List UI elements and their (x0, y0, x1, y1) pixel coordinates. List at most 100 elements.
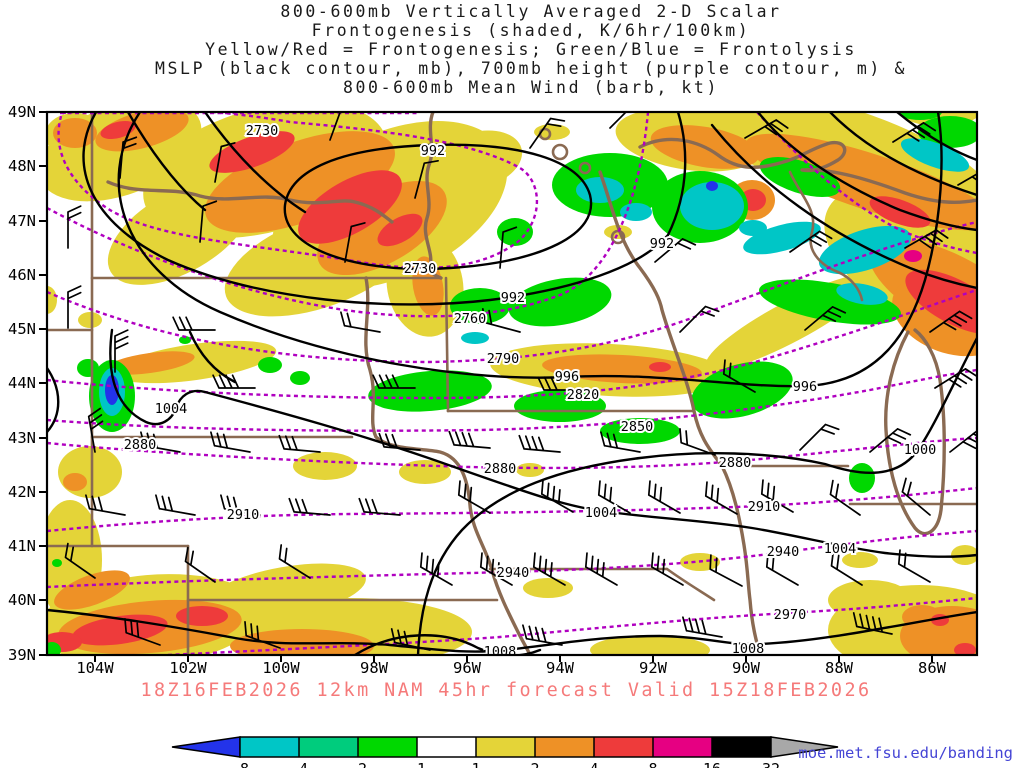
height-contour-layer (47, 112, 977, 655)
wind-barb (957, 173, 977, 186)
title-line-5: 800-600mb Mean Wind (barb, kt) (343, 78, 719, 97)
state-border (444, 276, 450, 413)
contour-label: 2880 (124, 437, 157, 453)
colorbar-segment (299, 737, 358, 757)
map-frame: 49N 48N 47N 46N 45N 44N 43N 42N 41N 40N 39N 104W 102… (8, 103, 979, 677)
wind-barb (789, 230, 833, 253)
wind-barb (584, 552, 618, 586)
lon-label: 92W (639, 659, 668, 677)
frontogenesis-shading-layer (47, 112, 977, 655)
lat-label: 44N (8, 374, 36, 392)
wind-barb (87, 407, 104, 453)
colorbar-segment (712, 737, 771, 757)
lat-label: 47N (8, 212, 36, 230)
wind-barb (278, 544, 311, 579)
wind-barb (869, 428, 912, 453)
colorbar-segment (476, 737, 535, 757)
contour-label: 2940 (767, 544, 800, 560)
wind-barb (760, 479, 794, 513)
colorbar-tick-label: -4 (290, 760, 308, 768)
contour-label: 2790 (487, 351, 520, 367)
wind-barb (682, 616, 723, 638)
contour-label: 996 (793, 379, 817, 395)
wind-barb (481, 308, 521, 333)
wind-barb (949, 429, 977, 453)
contour-label: 1004 (824, 541, 857, 557)
wind-barb (199, 200, 218, 243)
colorbar-tick-label: 8 (648, 760, 657, 768)
lake (551, 143, 569, 161)
colorbar-tick-label: -8 (231, 760, 249, 768)
lon-label: 102W (169, 659, 207, 677)
contour-label: 2850 (621, 419, 654, 435)
colorbar-segment (594, 737, 653, 757)
contour-label: 992 (650, 236, 674, 252)
lat-label: 45N (8, 320, 36, 338)
lon-label: 90W (732, 659, 761, 677)
colorbar-segment (535, 737, 594, 757)
wind-barb (540, 479, 574, 513)
wind-barb (288, 497, 331, 516)
red-river (423, 112, 443, 280)
wind-barb (704, 481, 738, 515)
lon-label: 88W (825, 659, 854, 677)
wind-barb (934, 368, 977, 389)
state-border (665, 567, 716, 602)
watermark-link[interactable]: moe.met.fsu.edu/banding (798, 744, 1013, 762)
contour-label-layer: 992 992 992 996 996 1000 1004 1004 1004 1008 1008 2… (122, 121, 939, 660)
wind-barb (679, 305, 720, 333)
title-line-1: 800-600mb Vertically Averaged 2-D Scalar (280, 2, 781, 21)
wind-barb (600, 431, 641, 453)
map-content: 992 992 992 996 996 1000 1004 1004 1004 1008 1008 2… (47, 112, 977, 660)
forecast-timestamp: 18Z16FEB2026 12km NAM 45hr forecast Vali… (140, 680, 871, 701)
lon-label: 98W (360, 659, 389, 677)
contour-label: 2760 (454, 311, 487, 327)
contour-label: 1004 (585, 505, 618, 521)
wind-barb (901, 477, 931, 516)
lat-label: 41N (8, 537, 36, 555)
contour-label: 2910 (748, 499, 781, 515)
wind-barb (114, 329, 129, 373)
contour-label: 2910 (227, 507, 260, 523)
wind-barb (654, 238, 697, 263)
wind-barb (124, 617, 161, 646)
state-border (788, 170, 864, 302)
contour-label: 1008 (484, 644, 517, 660)
wind-barb (344, 222, 366, 263)
wind-barb (457, 480, 491, 514)
colorbar-right-arrow (770, 736, 839, 758)
lon-label: 96W (453, 659, 482, 677)
wind-barb (448, 430, 491, 449)
contour-label: 2880 (719, 455, 752, 471)
wind-barb (852, 612, 893, 635)
wind-barb (904, 229, 949, 249)
lake-michigan-shore (884, 328, 946, 536)
chart-title: 800-600mb Vertically Averaged 2-D Scalar… (155, 2, 904, 97)
lat-label: 43N (8, 429, 36, 447)
lat-label: 42N (8, 483, 36, 501)
colorbar-left-arrow (171, 736, 241, 758)
contour-label: 992 (421, 143, 445, 159)
lon-label: 86W (918, 659, 947, 677)
wind-barb (897, 549, 931, 583)
wind-barb (214, 142, 236, 183)
colorbar-tick-label: 1 (471, 760, 480, 768)
wind-barb (329, 112, 342, 141)
wind-barb (67, 205, 82, 249)
lon-label: 100W (262, 659, 300, 677)
wind-barb (378, 432, 421, 451)
wind-barb (597, 480, 631, 514)
wind-barb (358, 497, 401, 516)
wind-barb (929, 310, 973, 333)
lat-label: 49N (8, 103, 36, 121)
colorbar-tick-label: 2 (530, 760, 539, 768)
axis-ticks (39, 111, 933, 662)
wind-barb (537, 376, 581, 391)
contour-label: 2970 (774, 607, 807, 623)
colorbar-segment (417, 737, 476, 757)
contour-label: 2730 (246, 123, 279, 139)
wind-barb (67, 285, 82, 329)
wind-barb (119, 136, 138, 179)
